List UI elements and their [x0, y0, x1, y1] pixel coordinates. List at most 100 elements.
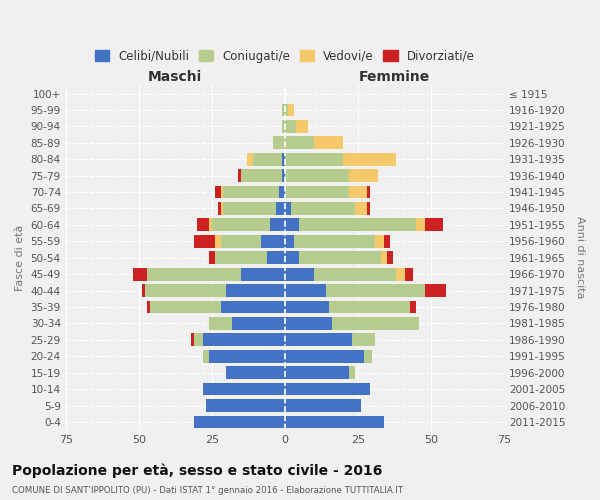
Bar: [270, 218, 285, 232]
Bar: [203, 382, 285, 396]
Bar: [218, 202, 221, 215]
Bar: [285, 317, 332, 330]
Bar: [148, 268, 241, 280]
Bar: [376, 235, 384, 248]
Bar: [285, 334, 352, 346]
Bar: [285, 268, 314, 280]
Bar: [290, 202, 355, 215]
Bar: [343, 153, 396, 166]
Bar: [285, 284, 326, 297]
Bar: [387, 252, 393, 264]
Bar: [276, 202, 285, 215]
Bar: [285, 136, 314, 149]
Bar: [206, 399, 285, 412]
Bar: [145, 284, 226, 297]
Bar: [285, 300, 329, 314]
Bar: [410, 300, 416, 314]
Bar: [285, 399, 361, 412]
Bar: [142, 284, 145, 297]
Bar: [215, 186, 221, 198]
Bar: [299, 218, 416, 232]
Y-axis label: Anni di nascita: Anni di nascita: [575, 216, 585, 299]
Bar: [349, 169, 379, 182]
Bar: [384, 235, 390, 248]
Bar: [349, 366, 355, 379]
Bar: [285, 120, 296, 133]
Bar: [279, 186, 285, 198]
Bar: [273, 136, 285, 149]
Bar: [197, 218, 209, 232]
Bar: [288, 104, 293, 117]
Bar: [285, 169, 349, 182]
Bar: [299, 252, 381, 264]
Bar: [352, 334, 376, 346]
Bar: [262, 235, 285, 248]
Legend: Celibi/Nubili, Coniugati/e, Vedovi/e, Divorziati/e: Celibi/Nubili, Coniugati/e, Vedovi/e, Di…: [95, 50, 475, 63]
Bar: [285, 104, 288, 117]
Bar: [349, 186, 367, 198]
Bar: [396, 268, 404, 280]
Bar: [221, 186, 223, 198]
Bar: [329, 300, 410, 314]
Bar: [203, 350, 209, 362]
Bar: [247, 153, 253, 166]
Bar: [416, 218, 425, 232]
Bar: [151, 300, 221, 314]
Bar: [221, 235, 262, 248]
Bar: [285, 366, 349, 379]
Bar: [285, 218, 299, 232]
Bar: [425, 218, 443, 232]
Bar: [285, 416, 384, 428]
Bar: [209, 317, 232, 330]
Bar: [215, 252, 267, 264]
Bar: [326, 284, 425, 297]
Bar: [282, 153, 285, 166]
Bar: [285, 202, 290, 215]
Bar: [364, 350, 373, 362]
Bar: [253, 153, 282, 166]
Bar: [425, 284, 446, 297]
Text: Maschi: Maschi: [148, 70, 202, 85]
Bar: [282, 169, 285, 182]
Bar: [381, 252, 387, 264]
Text: COMUNE DI SANT'IPPOLITO (PU) - Dati ISTAT 1° gennaio 2016 - Elaborazione TUTTITA: COMUNE DI SANT'IPPOLITO (PU) - Dati ISTA…: [12, 486, 403, 495]
Y-axis label: Fasce di età: Fasce di età: [15, 224, 25, 291]
Bar: [404, 268, 413, 280]
Bar: [285, 252, 299, 264]
Bar: [241, 169, 282, 182]
Bar: [133, 268, 148, 280]
Bar: [267, 252, 285, 264]
Bar: [223, 186, 279, 198]
Bar: [209, 350, 285, 362]
Bar: [221, 202, 223, 215]
Bar: [194, 416, 285, 428]
Bar: [285, 382, 370, 396]
Bar: [209, 218, 212, 232]
Bar: [241, 268, 285, 280]
Bar: [367, 186, 370, 198]
Bar: [367, 202, 370, 215]
Bar: [282, 120, 285, 133]
Bar: [285, 186, 349, 198]
Bar: [285, 153, 343, 166]
Bar: [215, 235, 221, 248]
Bar: [203, 334, 285, 346]
Bar: [212, 218, 270, 232]
Bar: [226, 284, 285, 297]
Bar: [223, 202, 276, 215]
Bar: [355, 202, 367, 215]
Bar: [314, 136, 343, 149]
Bar: [285, 235, 293, 248]
Bar: [238, 169, 241, 182]
Bar: [221, 300, 285, 314]
Bar: [314, 268, 396, 280]
Bar: [293, 235, 376, 248]
Bar: [194, 235, 215, 248]
Bar: [232, 317, 285, 330]
Bar: [332, 317, 419, 330]
Bar: [285, 350, 364, 362]
Bar: [148, 300, 151, 314]
Text: Popolazione per età, sesso e stato civile - 2016: Popolazione per età, sesso e stato civil…: [12, 463, 382, 477]
Bar: [226, 366, 285, 379]
Bar: [194, 334, 203, 346]
